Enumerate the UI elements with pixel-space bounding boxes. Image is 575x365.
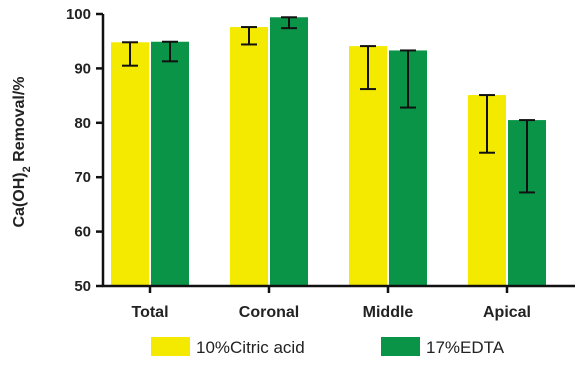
y-tick-label-100: 100 <box>66 6 91 23</box>
error-bar-apical-series-2 <box>519 119 535 194</box>
svg-text:Ca(OH)2 Removal/%: Ca(OH)2 Removal/% <box>11 76 33 227</box>
legend-swatch <box>381 337 420 356</box>
plot-area: 50 60 70 80 90 100 Total Coronal Middle Apical <box>66 6 575 321</box>
y-axis-label-subscript: 2 <box>21 166 33 172</box>
y-tick-label-60: 60 <box>74 224 91 241</box>
x-tick-label-coronal: Coronal <box>239 304 299 321</box>
y-axis-label-main: Ca(OH) <box>11 172 28 227</box>
y-tick-label-90: 90 <box>74 60 91 77</box>
y-tick-label-50: 50 <box>74 278 91 295</box>
legend: 10%Citric acid 17%EDTA <box>151 337 505 357</box>
error-bar-apical-series-1 <box>479 94 495 154</box>
error-bar-total-series-2 <box>162 40 178 63</box>
error-bar-middle-series-2 <box>400 49 416 109</box>
x-tick-label-middle: Middle <box>363 304 414 321</box>
x-tick-label-total: Total <box>131 304 168 321</box>
y-axis-label-tail: Removal/% <box>11 76 28 166</box>
legend-label: 17%EDTA <box>426 338 505 357</box>
error-bar-middle-series-1 <box>360 45 376 91</box>
legend-label: 10%Citric acid <box>196 338 305 357</box>
error-bar-coronal-series-2 <box>281 16 297 30</box>
legend-item-2: 17%EDTA <box>381 337 505 357</box>
legend-item-1: 10%Citric acid <box>151 337 305 357</box>
y-tick-label-80: 80 <box>74 115 91 132</box>
x-tick-label-apical: Apical <box>483 304 531 321</box>
legend-swatch <box>151 337 190 356</box>
bar-coronal-series-1 <box>230 27 268 286</box>
error-bar-total-series-1 <box>122 41 138 67</box>
y-axis-label: Ca(OH)2 Removal/% <box>11 76 33 227</box>
y-tick-label-70: 70 <box>74 169 91 186</box>
bar-total-series-1 <box>111 42 149 287</box>
bar-coronal-series-2 <box>270 17 308 286</box>
bar-total-series-2 <box>151 41 189 286</box>
error-bar-coronal-series-1 <box>241 26 257 46</box>
